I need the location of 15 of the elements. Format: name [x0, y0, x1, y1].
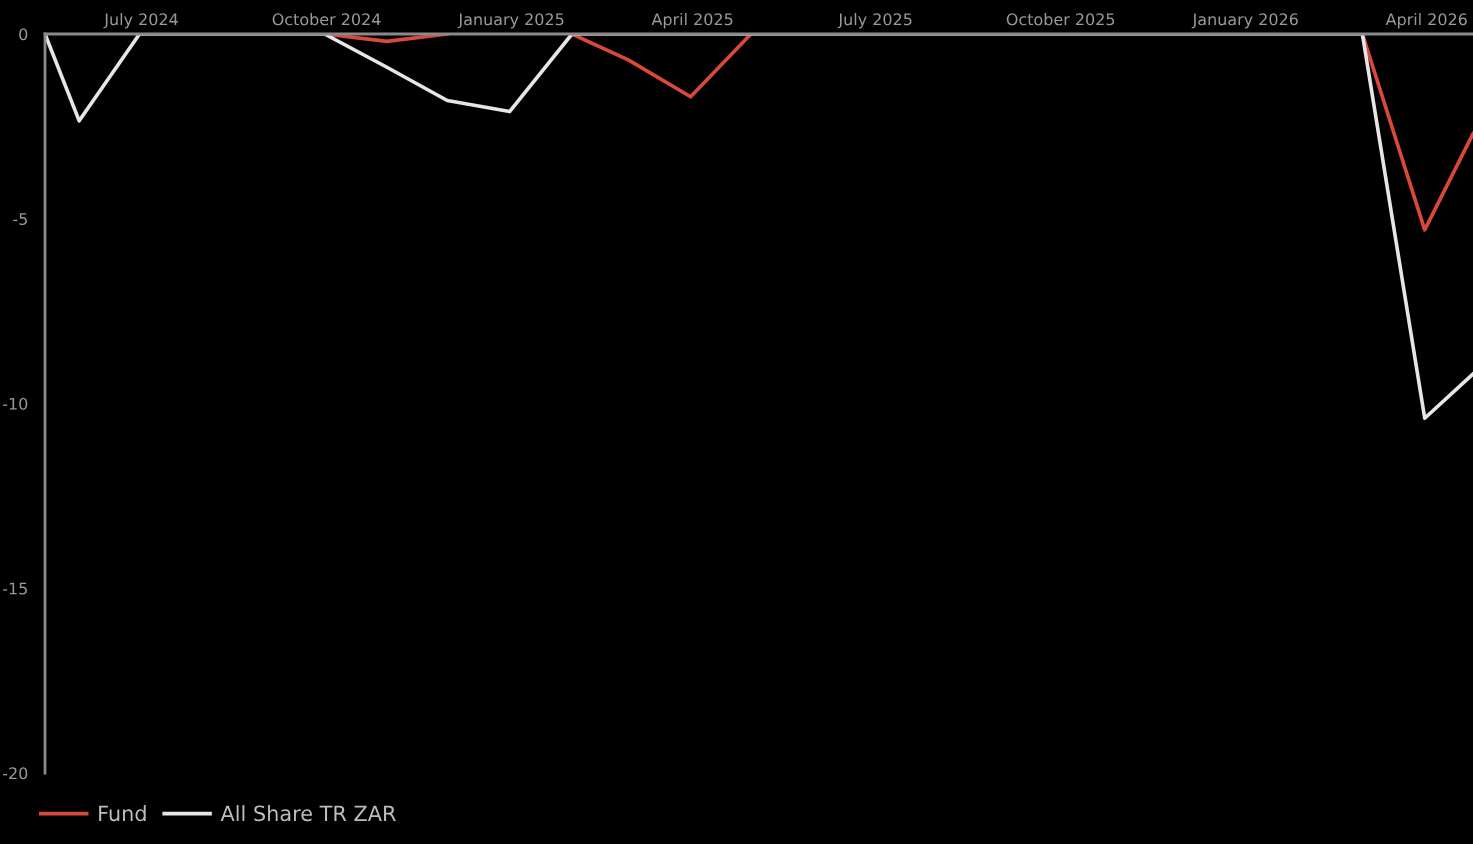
y-tick-label: -15: [3, 582, 27, 595]
legend-label: All Share TR ZAR: [220, 805, 396, 822]
y-tick-label: -20: [3, 767, 28, 780]
x-tick-label: July 2024: [103, 12, 178, 29]
y-tick-label: -5: [13, 213, 27, 226]
x-tick-label: January 2026: [1191, 13, 1298, 29]
x-tick-label: April 2025: [651, 12, 733, 29]
x-tick-label: January 2025: [457, 13, 564, 29]
legend-label: Fund: [99, 805, 146, 822]
x-tick-label: April 2026: [1385, 12, 1467, 29]
y-tick-label: -10: [3, 397, 28, 410]
x-tick-label: July 2025: [837, 12, 912, 29]
y-tick-label: 0: [19, 28, 28, 41]
x-tick-label: October 2025: [1006, 12, 1115, 26]
x-tick-label: October 2024: [272, 12, 381, 26]
